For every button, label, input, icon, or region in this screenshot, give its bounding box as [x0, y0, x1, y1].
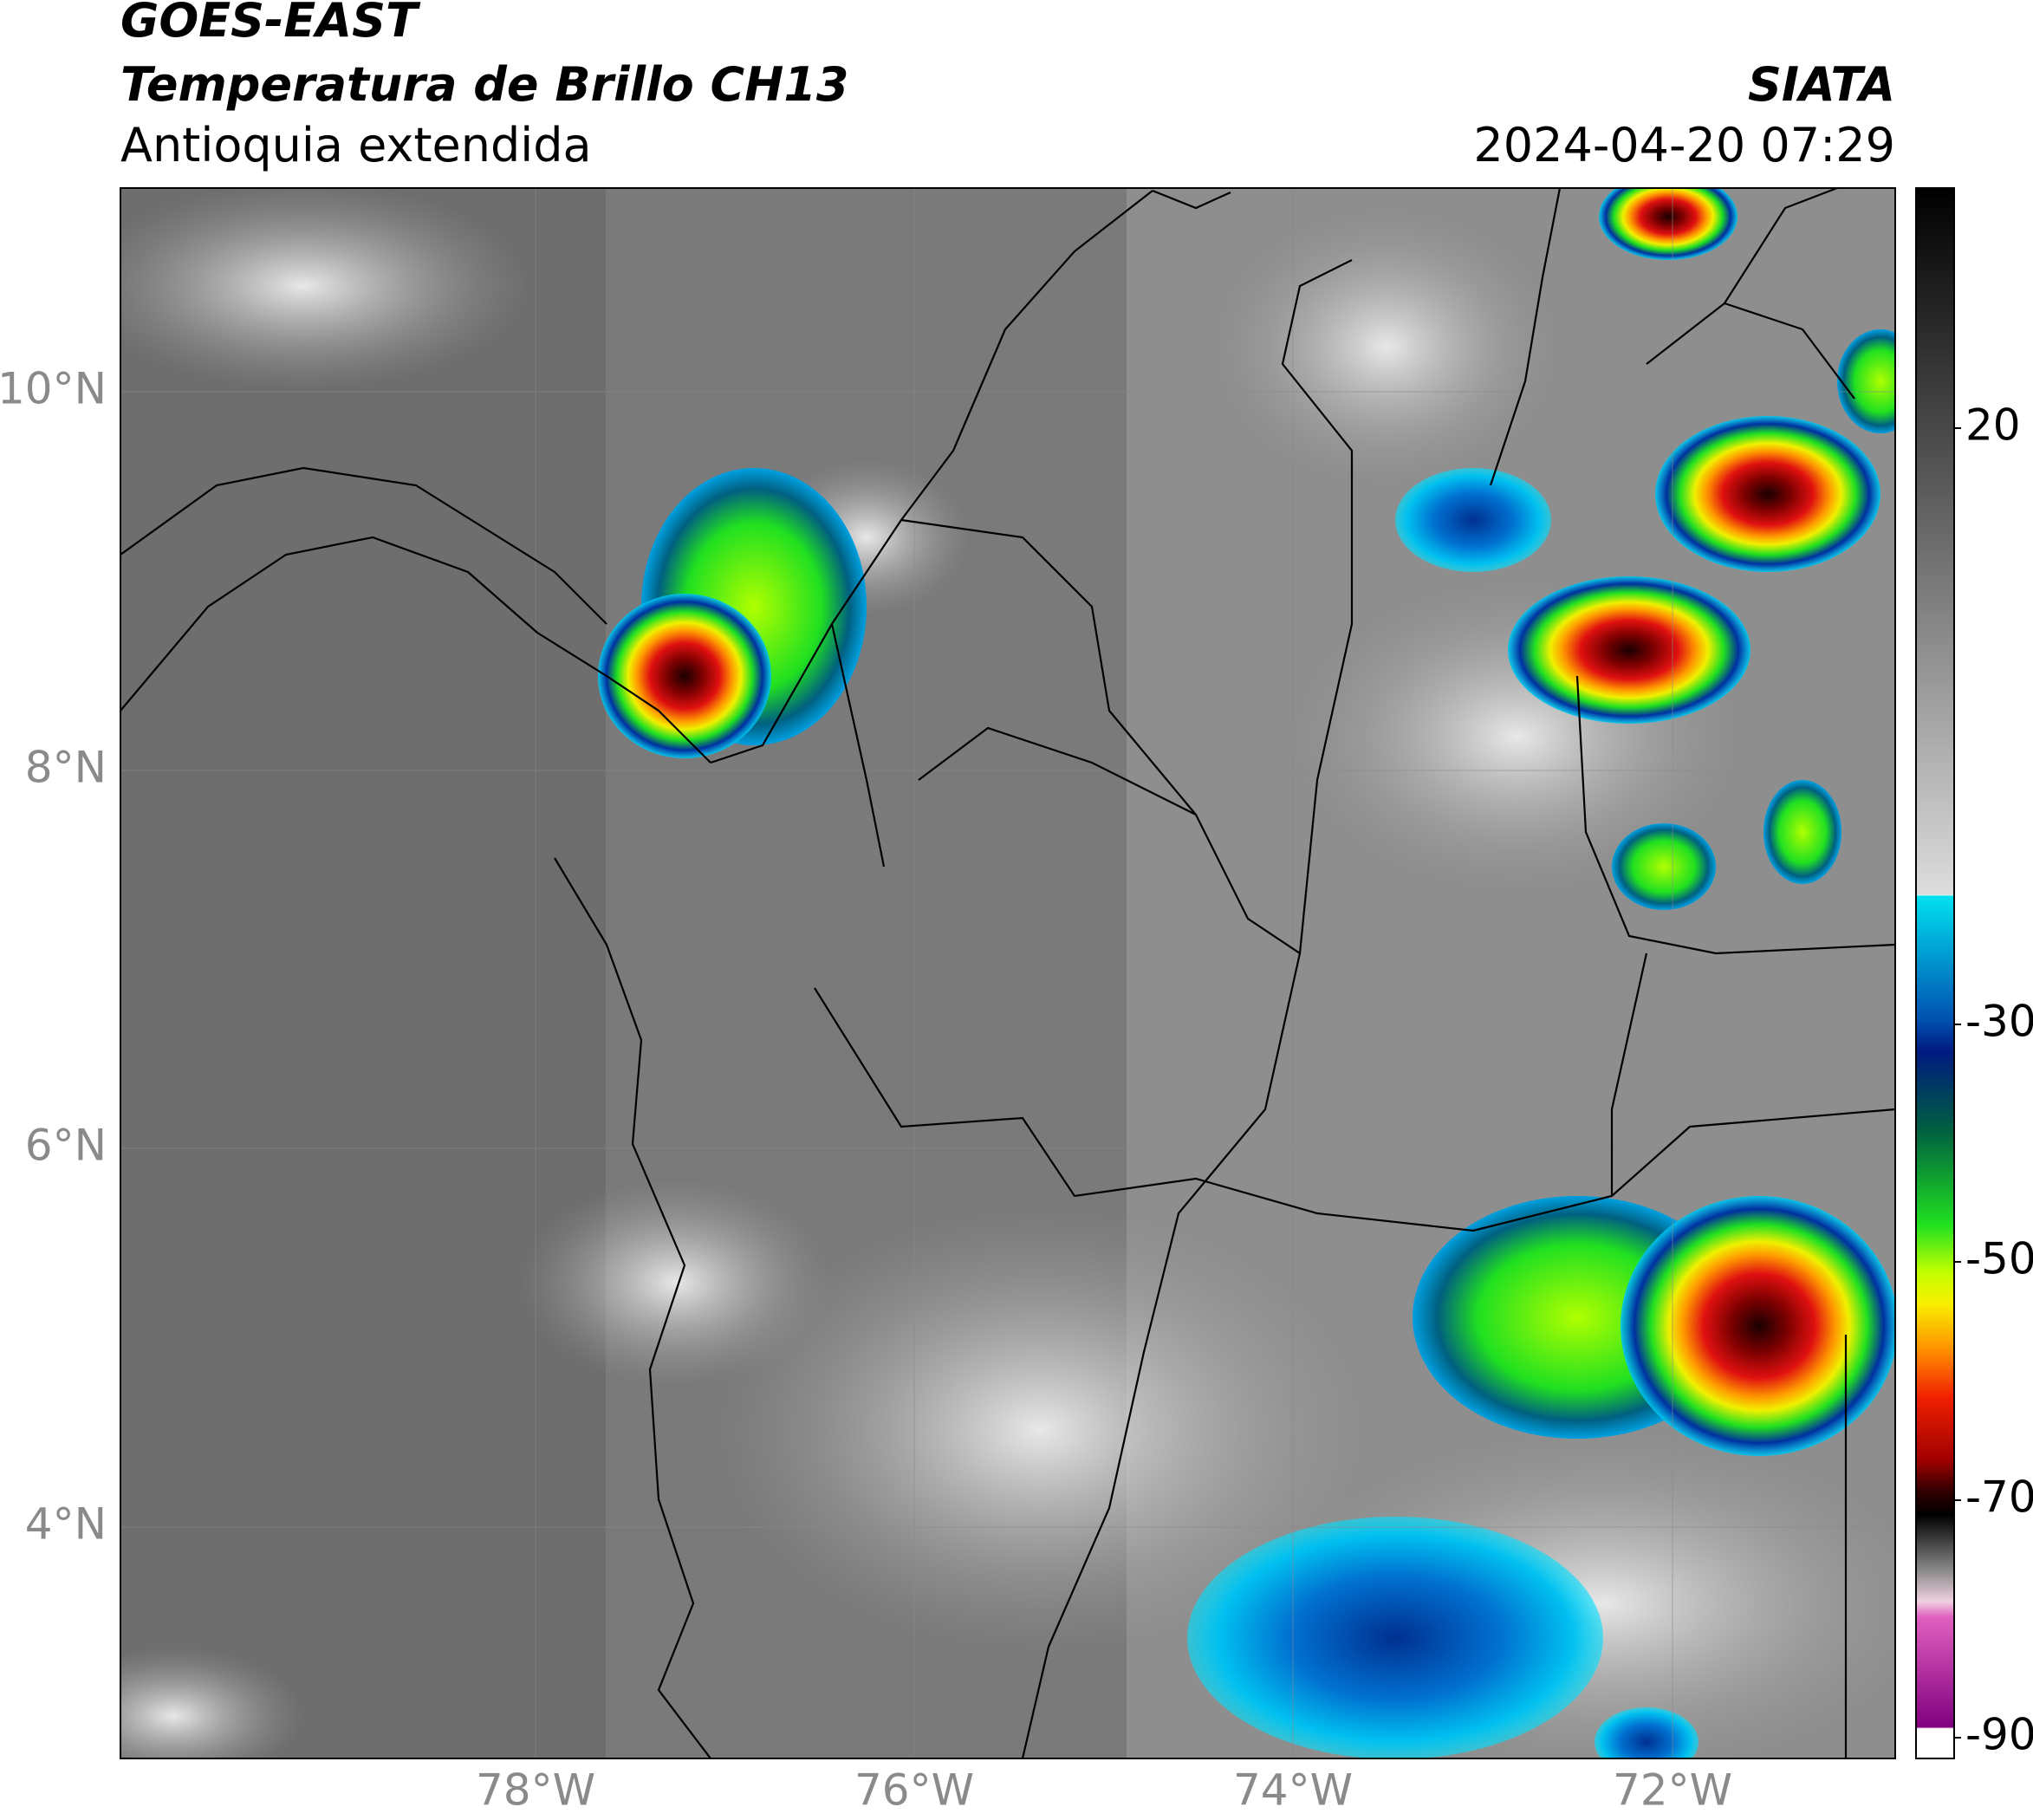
- lon-label: 76°W: [854, 1765, 974, 1816]
- colorbar: [1915, 187, 1955, 1759]
- lat-label: 10°N: [0, 364, 107, 414]
- map-frame: [120, 187, 1896, 1759]
- colorbar-label: -70: [1965, 1472, 2033, 1523]
- colorbar-ticks: [1954, 427, 1961, 1739]
- lat-label: 6°N: [25, 1121, 107, 1171]
- colorbar-label: -90: [1965, 1710, 2033, 1760]
- grid: [120, 188, 1895, 1758]
- colorbar-label: -50: [1965, 1234, 2033, 1284]
- colorbar-label: -30: [1965, 997, 2033, 1047]
- colorbar-label: 20: [1965, 400, 2021, 451]
- lon-label: 78°W: [476, 1765, 595, 1816]
- lat-labels: 10°N 8°N 6°N 4°N: [0, 364, 107, 1550]
- lon-label: 72°W: [1613, 1765, 1732, 1816]
- datetime: 2024-04-20 07:29: [1473, 118, 1895, 172]
- satellite-image: [120, 188, 1895, 1758]
- lat-label: 4°N: [25, 1499, 107, 1550]
- title-line2: Temperatura de Brillo CH13: [120, 57, 849, 112]
- lon-label: 74°W: [1233, 1765, 1353, 1816]
- agency: SIATA: [1748, 57, 1895, 112]
- subtitle: Antioquia extendida: [120, 118, 592, 172]
- borders: [120, 188, 1895, 1758]
- title-line1: GOES-EAST: [120, 0, 421, 48]
- lat-label: 8°N: [25, 743, 107, 793]
- lon-labels: 78°W 76°W 74°W 72°W: [476, 1765, 1732, 1816]
